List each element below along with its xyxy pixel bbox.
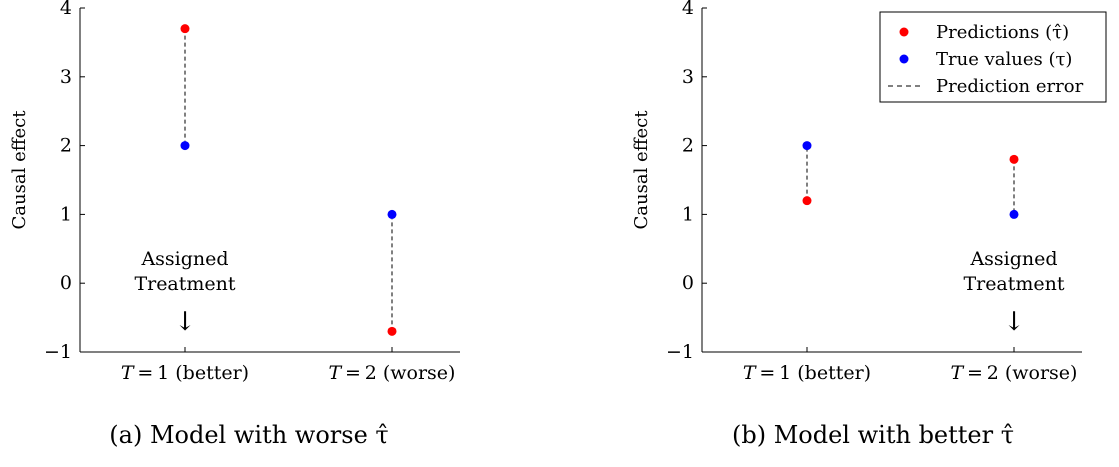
panel-b-annotation-line-1: Assigned — [969, 248, 1057, 270]
panel-a-y-tick-label: 3 — [60, 66, 72, 88]
panel-b-y-tick-label: 3 — [682, 66, 694, 88]
panel-a-true-value-point — [387, 209, 397, 219]
panel-a-y-axis-label: Causal effect — [9, 110, 30, 230]
panel-b-legend-entry-true-values: True values (τ) — [936, 49, 1072, 70]
panel-b-x-tick-label: T = 1 (better) — [743, 362, 871, 384]
panel-a-x-tick-label: T = 1 (better) — [121, 362, 249, 384]
panel-b-annotation-line-2: Treatment — [963, 273, 1064, 295]
panel-a-y-tick-label: 2 — [60, 135, 72, 157]
panel-a-caption: (a) Model with worse τ̂ — [109, 421, 388, 449]
panel-a-y-tick-label: −1 — [44, 341, 72, 363]
panel-b-legend-entry-true-values-marker — [899, 54, 909, 64]
panel-b-annotation-arrow: ↓ — [1003, 307, 1025, 337]
panel-b-y-tick-label: 1 — [682, 203, 694, 225]
panel-a-y-tick-label: 0 — [60, 272, 72, 294]
panel-b-legend-entry-predictions-marker — [899, 27, 909, 37]
panel-b-legend-entry-predictions: Predictions (τ̂) — [936, 22, 1069, 43]
panel-b-x-tick-label: T = 2 (worse) — [951, 362, 1078, 384]
panel-b-true-value-point — [1009, 209, 1019, 219]
panel-a-y-tick-label: 1 — [60, 203, 72, 225]
panel-b-true-value-point — [802, 141, 812, 151]
panel-b-prediction-point — [802, 196, 812, 206]
panel-a-prediction-point — [180, 24, 190, 34]
panel-b-y-tick-label: −1 — [666, 341, 694, 363]
panel-a-annotation-line-2: Treatment — [134, 273, 235, 295]
panel-b-caption: (b) Model with better τ̂ — [732, 421, 1014, 449]
panel-b-y-tick-label: 0 — [682, 272, 694, 294]
panel-a-y-tick-label: 4 — [60, 0, 72, 19]
panel-a-true-value-point — [180, 141, 190, 151]
panel-a-annotation-line-1: Assigned — [140, 248, 228, 270]
panel-a-prediction-point — [387, 326, 397, 336]
panel-b-y-axis-label: Causal effect — [631, 110, 652, 230]
panel-b-legend-entry-prediction-error: Prediction error — [936, 76, 1084, 97]
panel-b-y-tick-label: 2 — [682, 135, 694, 157]
panel-b-legend-box — [879, 11, 1107, 103]
panel-a-x-tick-label: T = 2 (worse) — [329, 362, 456, 384]
panel-b-y-tick-label: 4 — [682, 0, 694, 19]
panel-b-prediction-point — [1009, 154, 1019, 164]
panel-a-annotation-arrow: ↓ — [174, 307, 196, 337]
